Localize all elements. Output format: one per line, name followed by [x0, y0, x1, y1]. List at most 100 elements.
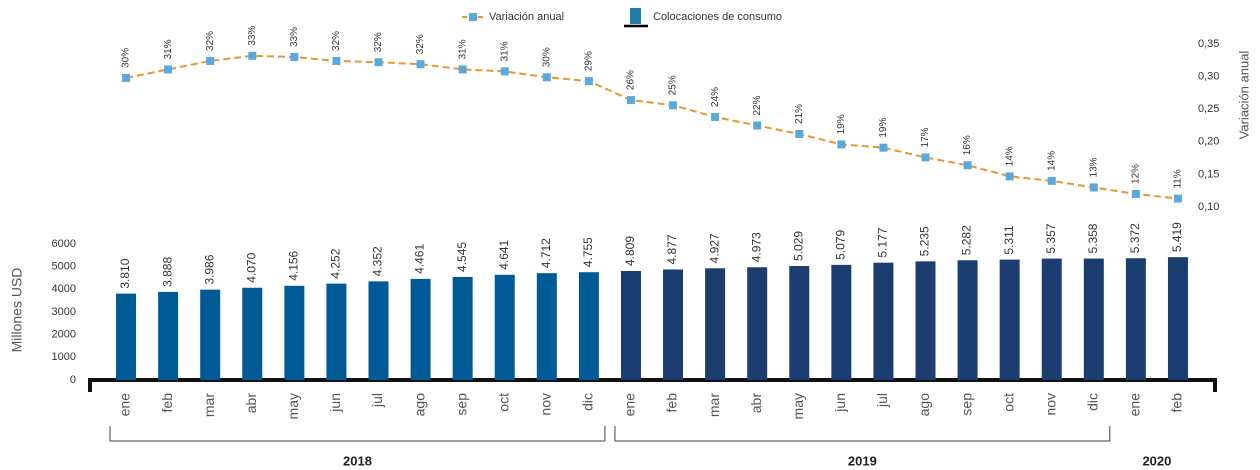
- bar-value-label: 3.986: [202, 254, 216, 284]
- line-value-label: 32%: [331, 31, 342, 51]
- bar-value-label: 3.810: [118, 258, 132, 288]
- x-tick-label: nov: [538, 393, 554, 416]
- y2-tick-label: 0,35: [1198, 38, 1219, 50]
- line-value-label: 25%: [668, 75, 679, 95]
- marker: [542, 73, 551, 82]
- y2-tick-label: 0,30: [1198, 71, 1219, 83]
- bar: [116, 293, 137, 380]
- bar-value-label: 5.282: [960, 225, 974, 255]
- bar-value-label: 5.311: [1002, 225, 1016, 254]
- line-value-label: 31%: [457, 39, 468, 59]
- year-bracket: [109, 426, 606, 442]
- x-tick-label: abr: [243, 393, 259, 414]
- bar: [1083, 258, 1104, 380]
- bar-value-label: 4.809: [623, 236, 637, 266]
- marker: [164, 65, 173, 74]
- bar: [705, 268, 726, 380]
- x-tick-label: dic: [580, 393, 596, 411]
- line-value-label: 32%: [415, 34, 426, 54]
- y-tick-label: 3000: [52, 306, 76, 318]
- year-bracket: [614, 426, 1111, 442]
- bar-value-label: 4.712: [539, 238, 553, 268]
- line-value-label: 13%: [1088, 157, 1099, 177]
- x-tick-label: jun: [327, 393, 343, 413]
- line-value-label: 17%: [920, 127, 931, 147]
- line-value-label: 16%: [962, 135, 973, 155]
- bar: [831, 264, 852, 380]
- bar-value-label: 5.235: [918, 226, 932, 256]
- marker: [626, 96, 635, 105]
- line-value-label: 26%: [626, 70, 637, 90]
- marker: [1089, 183, 1098, 192]
- legend-label: Colocaciones de consumo: [653, 11, 782, 23]
- y-tick-label: 4000: [52, 283, 76, 295]
- y2-axis-title: Variación anual: [1236, 51, 1251, 140]
- line-value-label: 14%: [1046, 151, 1057, 171]
- bar: [536, 273, 557, 380]
- bar-value-label: 4.927: [707, 233, 721, 263]
- bar: [578, 272, 599, 380]
- bar: [326, 283, 347, 380]
- bar-value-label: 4.973: [749, 232, 763, 262]
- line-value-label: 24%: [710, 87, 721, 107]
- x-tick-label: may: [285, 393, 301, 419]
- y2-tick-label: 0,15: [1198, 168, 1219, 180]
- x-tick-label: may: [790, 393, 806, 419]
- y-axis-title: Millones USD: [9, 268, 25, 353]
- bar-value-label: 4.545: [455, 242, 469, 272]
- bar: [1041, 258, 1062, 380]
- bar-value-label: 4.877: [665, 234, 679, 264]
- bar: [494, 274, 515, 380]
- line-value-label: 19%: [836, 114, 847, 134]
- marker: [1131, 189, 1140, 198]
- line-value-label: 12%: [1131, 164, 1142, 184]
- x-tick-label: oct: [495, 393, 511, 412]
- x-tick-label: sep: [453, 393, 469, 416]
- legend-label: Variación anual: [489, 11, 564, 23]
- bar: [747, 267, 768, 380]
- line-value-label: 19%: [878, 118, 889, 138]
- bar-value-label: 5.372: [1128, 223, 1142, 253]
- bar: [873, 262, 894, 380]
- marker: [669, 101, 678, 110]
- line: [125, 54, 1179, 200]
- bar-value-label: 5.029: [791, 231, 805, 261]
- marker: [458, 65, 467, 74]
- y-tick-label: 2000: [52, 329, 76, 341]
- x-tick-label: feb: [664, 393, 680, 413]
- bar: [284, 285, 305, 380]
- year-label: 2019: [848, 453, 877, 468]
- x-tick-label: nov: [1042, 393, 1058, 416]
- bar-value-label: 4.156: [287, 250, 301, 280]
- line-value-label: 31%: [163, 39, 174, 59]
- bar: [368, 281, 389, 380]
- bar: [999, 259, 1020, 380]
- x-tick-label: sep: [958, 393, 974, 416]
- x-tick-label: ene: [622, 393, 638, 417]
- line-value-label: 30%: [121, 48, 132, 68]
- bar: [789, 266, 810, 380]
- y2-tick-label: 0,10: [1198, 201, 1219, 213]
- bar: [663, 269, 684, 380]
- legend-marker: [469, 13, 477, 21]
- marker: [122, 73, 131, 82]
- line-value-label: 14%: [1004, 146, 1015, 166]
- marker: [500, 67, 509, 76]
- bar-value-label: 4.641: [497, 239, 511, 269]
- marker: [795, 129, 804, 138]
- bar: [200, 289, 221, 380]
- line-value-label: 30%: [541, 47, 552, 67]
- marker: [332, 56, 341, 65]
- bar-value-label: 3.888: [160, 257, 174, 287]
- x-tick-label: dic: [1085, 393, 1101, 411]
- bar: [410, 278, 431, 380]
- marker: [1173, 194, 1182, 203]
- bar-value-label: 4.352: [371, 246, 385, 276]
- x-tick-label: ene: [117, 393, 133, 417]
- bar: [158, 291, 179, 380]
- bar-value-label: 5.079: [834, 230, 848, 260]
- marker: [879, 143, 888, 152]
- marker: [963, 161, 972, 170]
- bar-value-label: 4.461: [413, 244, 427, 274]
